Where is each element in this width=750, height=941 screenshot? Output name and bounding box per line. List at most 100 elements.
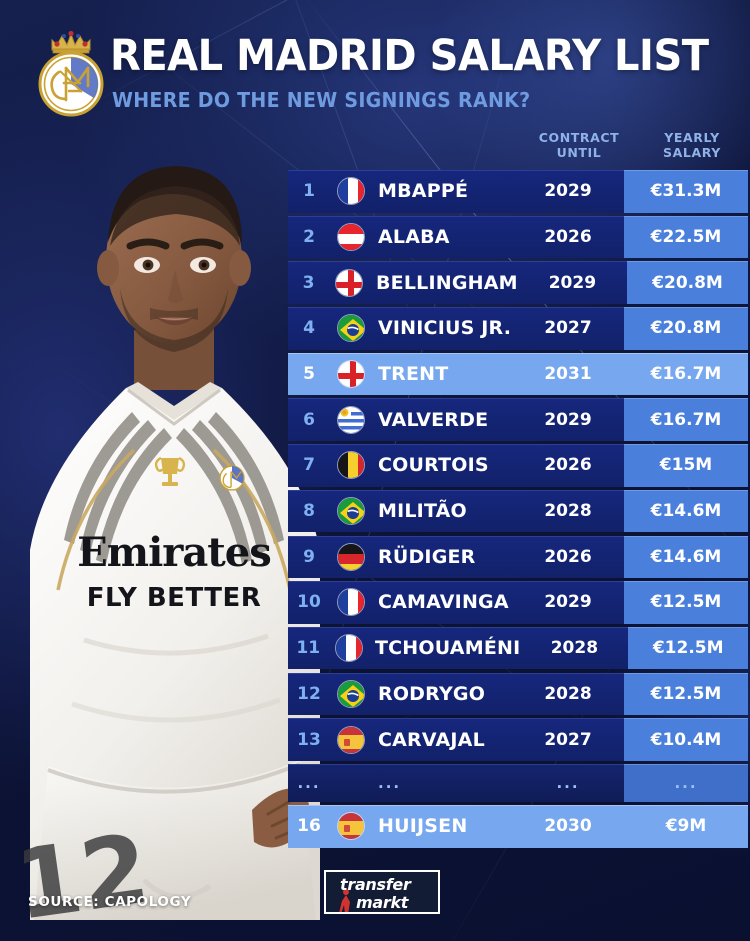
cell-flag bbox=[329, 634, 370, 663]
table-row[interactable]: 11 TCHOUAMÉNI 2028 €12.5M bbox=[288, 626, 748, 670]
table-row[interactable]: 10 CAMAVINGA 2029 €12.5M bbox=[288, 581, 748, 624]
table-row[interactable]: 6 VALVERDE 2029 €16.7M bbox=[288, 398, 748, 441]
table-row[interactable]: 2 ALABA 2026 €22.5M bbox=[288, 215, 748, 259]
brazil-flag-icon bbox=[337, 679, 365, 708]
cell-flag bbox=[330, 177, 372, 206]
austria-flag-icon bbox=[337, 222, 365, 251]
table-row[interactable]: 3 BELLINGHAM 2029 €20.8M bbox=[288, 261, 748, 304]
table-row[interactable]: 7 COURTOIS 2026 €15M bbox=[288, 444, 748, 487]
cell-player-name: TRENT bbox=[378, 363, 449, 385]
cell-flag bbox=[330, 588, 372, 617]
cell-yearly-salary: ... bbox=[624, 763, 748, 802]
cell-player-name: RÜDIGER bbox=[378, 545, 476, 568]
cell-rank: 8 bbox=[303, 501, 315, 522]
table-row[interactable]: 9 RÜDIGER 2026 €14.6M bbox=[288, 535, 748, 578]
real-madrid-crest-icon bbox=[26, 28, 116, 120]
belgium-flag-icon bbox=[337, 451, 365, 480]
transfermarkt-player-icon bbox=[338, 888, 354, 912]
france-flag-icon bbox=[337, 177, 365, 206]
cell-yearly-salary: €14.6M bbox=[624, 489, 748, 533]
cell-flag bbox=[330, 679, 372, 708]
cell-yearly-salary: €12.5M bbox=[628, 626, 748, 670]
cell-player-name: ALABA bbox=[378, 225, 450, 248]
cell-flag bbox=[329, 268, 370, 297]
spain-flag-icon bbox=[337, 725, 365, 754]
cell-contract-until: 2028 bbox=[544, 501, 592, 522]
cell-contract-until: 2031 bbox=[544, 364, 592, 384]
cell-player-name: HUIJSEN bbox=[378, 815, 468, 838]
cell-rank: 1 bbox=[303, 181, 315, 202]
cell-player-name: BELLINGHAM bbox=[375, 271, 518, 294]
cell-contract-until: 2027 bbox=[544, 729, 592, 750]
transfermarkt-logo: transfer markt bbox=[324, 870, 440, 914]
cell-contract-until: 2028 bbox=[550, 638, 599, 659]
table-row[interactable]: 13 CARVAJAL 2027 €10.4M bbox=[288, 718, 748, 761]
transfermarkt-logo-line2: markt bbox=[356, 893, 409, 912]
england-flag-icon bbox=[335, 268, 364, 297]
germany-flag-icon bbox=[337, 542, 365, 571]
cell-flag bbox=[330, 360, 372, 388]
table-row[interactable]: 5 TRENT 2031 €16.7M bbox=[288, 352, 748, 396]
cell-flag bbox=[330, 812, 372, 841]
cell-player-name: CARVAJAL bbox=[378, 728, 485, 751]
cell-player-name: VALVERDE bbox=[378, 408, 489, 431]
cell-contract-until: 2029 bbox=[548, 272, 597, 293]
player-photo: Emirates FLY BETTER 12 bbox=[24, 120, 324, 920]
cell-rank: 9 bbox=[303, 546, 315, 567]
cell-player-name: CAMAVINGA bbox=[378, 591, 509, 614]
cell-contract-until: 2029 bbox=[544, 181, 592, 202]
cell-contract-until: 2026 bbox=[544, 455, 592, 476]
cell-player-name: MBAPPÉ bbox=[378, 180, 469, 203]
table-row[interactable]: 12 RODRYGO 2028 €12.5M bbox=[288, 672, 748, 716]
cell-rank: 2 bbox=[303, 226, 315, 247]
cell-flag bbox=[330, 314, 372, 343]
cell-yearly-salary: €20.8M bbox=[627, 261, 748, 304]
cell-yearly-salary: €12.5M bbox=[624, 581, 748, 624]
cell-yearly-salary: €31.3M bbox=[624, 170, 748, 213]
cell-player-name: TCHOUAMÉNI bbox=[375, 637, 521, 660]
cell-player-name: MILITÃO bbox=[378, 500, 467, 523]
cell-yearly-salary: €16.7M bbox=[624, 398, 748, 441]
svg-text:12: 12 bbox=[24, 813, 155, 920]
source-label: SOURCE: CAPOLOGY bbox=[28, 894, 192, 910]
cell-rank: 7 bbox=[303, 455, 315, 476]
spain-flag-icon bbox=[337, 812, 365, 841]
cell-flag bbox=[330, 222, 372, 251]
cell-rank: 11 bbox=[296, 638, 321, 659]
table-row[interactable]: ............ bbox=[288, 763, 748, 802]
cell-yearly-salary: €10.4M bbox=[624, 718, 748, 761]
transfermarkt-logo-line1: transfer bbox=[340, 875, 411, 894]
cell-flag bbox=[330, 451, 372, 480]
cell-player-name: VINICIUS JR. bbox=[378, 317, 512, 340]
cell-player-name: ... bbox=[378, 773, 402, 792]
cell-flag bbox=[330, 725, 372, 754]
cell-rank: 4 bbox=[303, 318, 315, 339]
cell-rank: 3 bbox=[302, 272, 315, 293]
cell-yearly-salary: €12.5M bbox=[624, 672, 748, 716]
table-row[interactable]: 1 MBAPPÉ 2029 €31.3M bbox=[288, 170, 748, 213]
cell-contract-until: ... bbox=[556, 773, 580, 792]
cell-yearly-salary: €20.8M bbox=[624, 307, 748, 350]
brazil-flag-icon bbox=[337, 314, 365, 343]
cell-yearly-salary: €16.7M bbox=[650, 364, 722, 384]
cell-player-name: RODRYGO bbox=[378, 682, 486, 705]
page-subtitle: WHERE DO THE NEW SIGNINGS RANK? bbox=[112, 88, 531, 112]
cell-yearly-salary: €15M bbox=[624, 444, 748, 487]
table-row[interactable]: 8 MILITÃO 2028 €14.6M bbox=[288, 489, 748, 533]
cell-contract-until: 2026 bbox=[544, 546, 592, 567]
cell-yearly-salary: €14.6M bbox=[624, 535, 748, 578]
cell-yearly-salary: €9M bbox=[665, 816, 707, 837]
table-row[interactable]: 16 HUIJSEN 2030 €9M bbox=[288, 805, 748, 848]
cell-contract-until: 2029 bbox=[544, 409, 592, 430]
table-row[interactable]: 4 VINICIUS JR. 2027 €20.8M bbox=[288, 307, 748, 350]
cell-rank: 16 bbox=[297, 816, 321, 837]
cell-rank: 12 bbox=[297, 683, 321, 704]
cell-contract-until: 2028 bbox=[544, 683, 592, 704]
cell-yearly-salary: €22.5M bbox=[624, 215, 748, 259]
cell-flag bbox=[330, 497, 372, 526]
cell-rank: 5 bbox=[303, 364, 315, 384]
cell-rank: 6 bbox=[303, 409, 315, 430]
brazil-flag-icon bbox=[337, 497, 365, 526]
france-flag-icon bbox=[334, 634, 363, 663]
